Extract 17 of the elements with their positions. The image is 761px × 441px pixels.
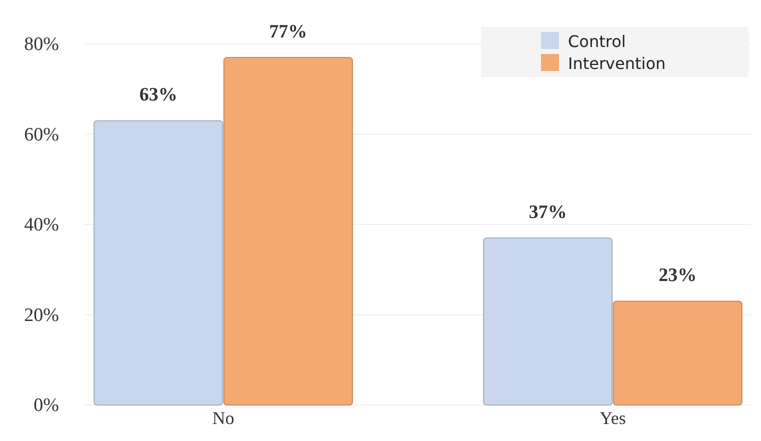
text: 77% bbox=[269, 22, 308, 43]
legend-label: Intervention bbox=[568, 54, 666, 73]
bar bbox=[483, 238, 613, 406]
y-tick-label: 40% bbox=[24, 214, 60, 236]
x-tick-label: No bbox=[212, 408, 234, 428]
text: 23% bbox=[658, 265, 697, 286]
legend-label: Control bbox=[568, 32, 626, 51]
text: 37% bbox=[528, 202, 567, 224]
bar bbox=[223, 57, 353, 406]
y-tick-label: 80% bbox=[24, 34, 60, 56]
bar bbox=[612, 300, 742, 406]
x-tick-label: Yes bbox=[600, 408, 626, 428]
y-tick-label: 60% bbox=[24, 124, 60, 146]
text: 63% bbox=[139, 84, 178, 106]
y-tick-label: 0% bbox=[34, 395, 60, 416]
bar bbox=[94, 120, 224, 406]
y-tick-label: 20% bbox=[24, 304, 60, 326]
